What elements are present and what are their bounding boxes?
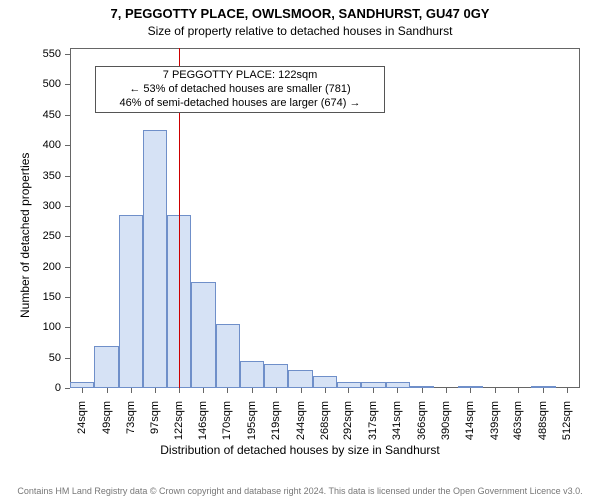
x-tick-label: 366sqm	[416, 401, 428, 500]
x-tick	[179, 388, 180, 393]
x-tick-label: 268sqm	[319, 401, 331, 500]
x-tick	[397, 388, 398, 393]
histogram-bar	[264, 364, 288, 388]
figure: { "canvas": { "width": 600, "height": 50…	[0, 0, 600, 500]
histogram-bar	[361, 382, 385, 388]
x-tick-label: 73sqm	[125, 401, 137, 500]
histogram-bar	[337, 382, 361, 388]
x-tick-label: 24sqm	[76, 401, 88, 500]
histogram-bar	[531, 386, 555, 388]
x-tick	[567, 388, 568, 393]
x-tick-label: 341sqm	[391, 401, 403, 500]
x-tick	[107, 388, 108, 393]
x-tick-label: 170sqm	[221, 401, 233, 500]
x-tick	[495, 388, 496, 393]
x-tick-label: 244sqm	[295, 401, 307, 500]
x-tick	[82, 388, 83, 393]
x-tick-label: 390sqm	[440, 401, 452, 500]
x-tick	[518, 388, 519, 393]
histogram-bar	[119, 215, 143, 388]
y-tick	[65, 267, 70, 268]
x-tick-label: 488sqm	[537, 401, 549, 500]
y-tick	[65, 388, 70, 389]
y-tick	[65, 145, 70, 146]
y-tick	[65, 297, 70, 298]
annotation-line: 7 PEGGOTTY PLACE: 122sqm	[100, 69, 380, 83]
x-tick	[276, 388, 277, 393]
histogram-bar	[240, 361, 264, 388]
histogram-bar	[94, 346, 118, 389]
x-tick-label: 97sqm	[149, 401, 161, 500]
y-tick	[65, 176, 70, 177]
x-tick	[227, 388, 228, 393]
y-tick-label: 400	[0, 139, 61, 151]
x-tick-label: 439sqm	[489, 401, 501, 500]
histogram-bar	[458, 386, 482, 388]
y-tick-label: 350	[0, 170, 61, 182]
annotation-line: 46% of semi-detached houses are larger (…	[100, 97, 380, 111]
chart-title-line2: Size of property relative to detached ho…	[0, 24, 600, 38]
x-tick-label: 195sqm	[246, 401, 258, 500]
x-tick	[348, 388, 349, 393]
x-tick	[131, 388, 132, 393]
x-tick-label: 292sqm	[342, 401, 354, 500]
y-tick	[65, 115, 70, 116]
y-tick-label: 0	[0, 382, 61, 394]
y-tick-label: 150	[0, 291, 61, 303]
histogram-bar	[216, 324, 240, 388]
histogram-bar	[386, 382, 410, 388]
x-tick	[470, 388, 471, 393]
x-tick-label: 317sqm	[367, 401, 379, 500]
y-tick	[65, 84, 70, 85]
chart-title-line1: 7, PEGGOTTY PLACE, OWLSMOOR, SANDHURST, …	[0, 6, 600, 21]
y-tick	[65, 327, 70, 328]
annotation-box: 7 PEGGOTTY PLACE: 122sqm← 53% of detache…	[95, 66, 385, 113]
y-tick-label: 500	[0, 78, 61, 90]
y-tick	[65, 236, 70, 237]
histogram-bar	[410, 386, 434, 388]
x-tick	[373, 388, 374, 393]
histogram-bar	[70, 382, 94, 388]
y-tick	[65, 54, 70, 55]
x-tick-label: 414sqm	[464, 401, 476, 500]
x-tick	[203, 388, 204, 393]
y-tick-label: 200	[0, 261, 61, 273]
y-tick	[65, 206, 70, 207]
y-tick-label: 450	[0, 109, 61, 121]
x-tick-label: 122sqm	[173, 401, 185, 500]
y-tick-label: 300	[0, 200, 61, 212]
y-tick-label: 250	[0, 230, 61, 242]
x-tick-label: 512sqm	[561, 401, 573, 500]
annotation-line: ← 53% of detached houses are smaller (78…	[100, 83, 380, 97]
y-tick-label: 550	[0, 48, 61, 60]
histogram-bar	[143, 130, 167, 388]
x-tick-label: 146sqm	[197, 401, 209, 500]
histogram-bar	[288, 370, 312, 388]
x-tick	[252, 388, 253, 393]
x-tick-label: 219sqm	[270, 401, 282, 500]
y-tick-label: 50	[0, 352, 61, 364]
y-tick	[65, 358, 70, 359]
histogram-bar	[191, 282, 215, 388]
x-tick	[325, 388, 326, 393]
x-tick-label: 463sqm	[512, 401, 524, 500]
x-tick-label: 49sqm	[101, 401, 113, 500]
x-tick	[543, 388, 544, 393]
histogram-bar	[313, 376, 337, 388]
x-tick	[446, 388, 447, 393]
x-tick	[155, 388, 156, 393]
x-tick	[301, 388, 302, 393]
x-tick	[422, 388, 423, 393]
y-tick-label: 100	[0, 321, 61, 333]
